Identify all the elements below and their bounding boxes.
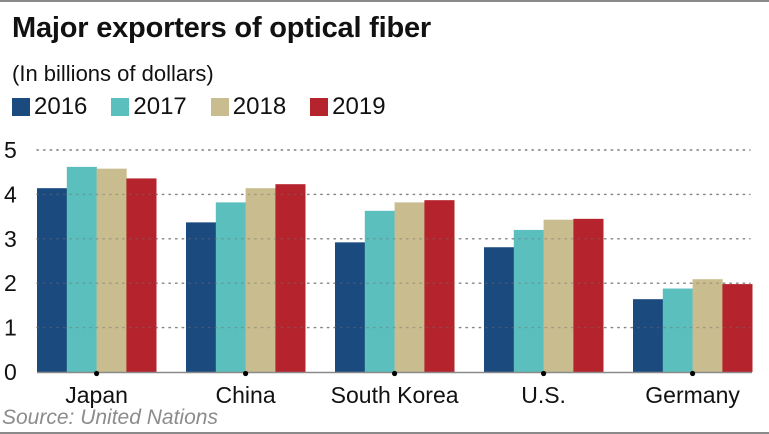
gridlines-overlay bbox=[36, 149, 751, 329]
x-tick-mark bbox=[243, 370, 249, 377]
source-note: Source: United Nations bbox=[2, 406, 218, 429]
legend-item-2016: 2016 bbox=[12, 93, 87, 121]
y-tick-label: 0 bbox=[4, 359, 17, 385]
bar-china-2016 bbox=[186, 222, 217, 372]
x-tick-mark bbox=[94, 370, 100, 377]
legend-item-2018: 2018 bbox=[210, 93, 287, 121]
x-tick-mark bbox=[541, 370, 547, 377]
legend-swatch bbox=[12, 98, 30, 116]
x-tick-label: Germany bbox=[645, 382, 740, 408]
y-axis-ticks: 0 1 2 3 4 5 bbox=[4, 137, 17, 385]
bar-japan-2019 bbox=[126, 178, 157, 372]
bar-u-s-2016 bbox=[484, 247, 515, 372]
bar-u-s-2017 bbox=[513, 229, 544, 372]
bar-u-s-2018 bbox=[543, 219, 574, 372]
x-axis-ticks: Japan China South Korea U.S. Germany bbox=[65, 370, 740, 408]
bar-japan-2018 bbox=[96, 168, 127, 372]
bar-south-korea-2019 bbox=[424, 200, 455, 372]
chart-title: Major exporters of optical fiber bbox=[12, 12, 432, 44]
bar-germany-2017 bbox=[662, 288, 693, 372]
bar-germany-2018 bbox=[692, 279, 723, 372]
x-tick-mark bbox=[392, 370, 398, 377]
x-tick-mark bbox=[690, 370, 696, 377]
y-tick-label: 4 bbox=[4, 181, 17, 207]
legend: 2016 2017 2018 2019 bbox=[12, 93, 410, 121]
legend-label: 2019 bbox=[332, 93, 386, 120]
x-tick-label: Japan bbox=[65, 382, 128, 408]
x-tick-label: U.S. bbox=[521, 382, 566, 408]
legend-swatch bbox=[210, 98, 229, 116]
bar-u-s-2019 bbox=[573, 218, 604, 372]
legend-label: 2018 bbox=[232, 93, 287, 120]
y-tick-label: 1 bbox=[4, 315, 17, 341]
bar-japan-2016 bbox=[37, 188, 68, 372]
legend-label: 2016 bbox=[34, 93, 88, 120]
bars bbox=[37, 166, 753, 372]
bar-south-korea-2016 bbox=[335, 242, 366, 372]
bar-south-korea-2017 bbox=[364, 210, 395, 372]
legend-swatch bbox=[111, 98, 130, 116]
bar-germany-2016 bbox=[633, 299, 664, 372]
bar-germany-2019 bbox=[722, 284, 753, 372]
bar-china-2017 bbox=[215, 202, 246, 372]
bottom-border bbox=[0, 432, 769, 434]
legend-item-2019: 2019 bbox=[310, 93, 386, 121]
y-tick-label: 3 bbox=[4, 226, 17, 252]
legend-swatch bbox=[310, 98, 329, 116]
y-tick-label: 5 bbox=[4, 137, 17, 163]
bar-china-2019 bbox=[275, 184, 306, 372]
y-tick-label: 2 bbox=[4, 270, 17, 296]
legend-item-2017: 2017 bbox=[111, 93, 187, 121]
bar-south-korea-2018 bbox=[394, 202, 425, 372]
top-border bbox=[0, 0, 769, 2]
bar-japan-2017 bbox=[66, 166, 97, 372]
x-tick-label: China bbox=[216, 382, 276, 408]
legend-label: 2017 bbox=[133, 93, 187, 120]
x-tick-label: South Korea bbox=[331, 382, 459, 408]
chart-subtitle: (In billions of dollars) bbox=[12, 61, 214, 86]
bar-china-2018 bbox=[245, 188, 276, 372]
